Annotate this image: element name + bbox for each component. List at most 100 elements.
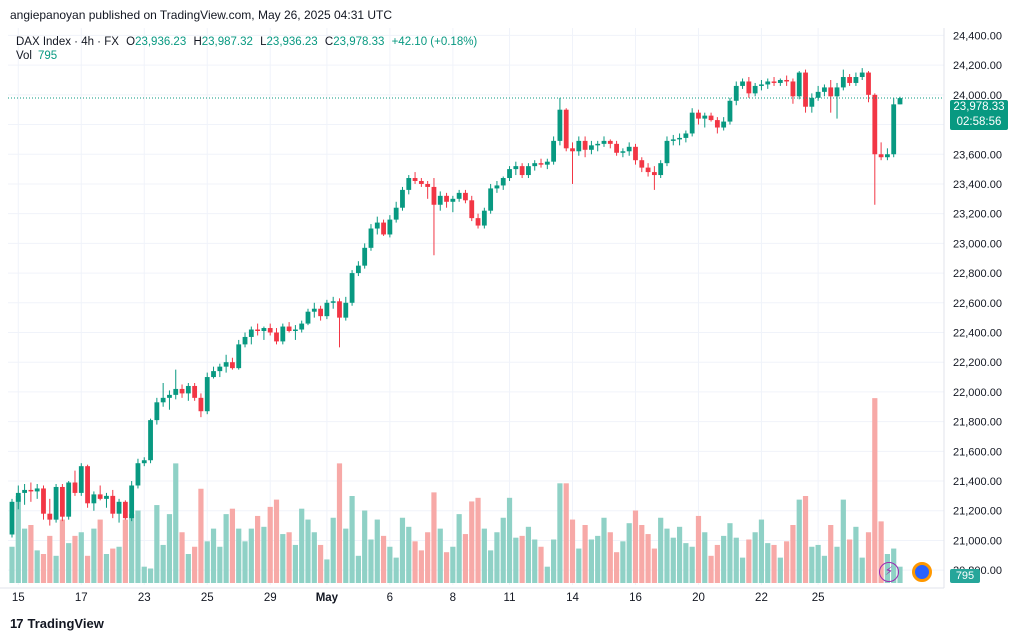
volume-bar: [588, 539, 595, 583]
x-tick-label: 6: [387, 592, 393, 604]
volume-bar: [475, 497, 481, 583]
volume-bar: [103, 554, 110, 583]
volume-bar: [576, 548, 582, 583]
candle-body: [381, 222, 386, 235]
volume-value: 795: [38, 50, 58, 62]
candle-body: [255, 329, 261, 332]
volume-bar: [695, 515, 702, 583]
volume-bar: [765, 543, 771, 583]
candle-body: [15, 492, 21, 502]
candle-body: [154, 402, 160, 421]
volume-bar: [299, 508, 305, 583]
y-tick-label: 24,200.00: [953, 60, 1002, 72]
candle-body: [658, 163, 664, 176]
candle-body: [607, 140, 613, 144]
candle-body: [702, 115, 708, 119]
volume-bar: [834, 546, 840, 583]
candle-body: [494, 185, 500, 189]
volume-bar: [727, 523, 733, 583]
volume-bar: [418, 550, 424, 583]
volume-bar: [374, 519, 380, 583]
candle-body: [696, 112, 701, 119]
x-tick-label: 25: [812, 592, 825, 604]
volume-bar: [544, 566, 550, 583]
candle-body: [645, 167, 651, 173]
volume-bar: [595, 535, 601, 583]
candle-body: [526, 166, 531, 176]
volume-bar: [872, 398, 878, 583]
legend-close-label: C: [324, 36, 334, 48]
globe-icon[interactable]: [912, 562, 932, 582]
legend-low-value: 23,936.23: [266, 36, 318, 48]
volume-bar: [305, 519, 311, 583]
lightning-icon[interactable]: ⚡: [879, 562, 899, 582]
candle-body: [22, 489, 27, 493]
candle-body: [740, 81, 745, 86]
candle-body: [784, 79, 790, 82]
candle-body: [500, 178, 506, 186]
volume-bar: [141, 566, 147, 583]
volume-bar: [223, 514, 229, 583]
volume-bar: [217, 546, 223, 583]
candle-body: [236, 344, 242, 369]
volume-bar: [821, 555, 828, 583]
legend-high-label: H: [193, 36, 202, 48]
volume-bar: [469, 501, 475, 583]
candle-body: [765, 81, 771, 85]
y-tick-label: 21,800.00: [953, 417, 1002, 429]
candle-body: [230, 362, 235, 369]
candle-body: [217, 366, 223, 372]
y-tick-label: 21,000.00: [953, 535, 1002, 547]
candle-body: [400, 189, 405, 208]
candle-body: [274, 332, 279, 342]
candle-body: [355, 265, 361, 274]
candle-body: [897, 98, 903, 105]
volume-label[interactable]: Vol: [16, 50, 32, 62]
volume-bar: [425, 532, 431, 583]
legend-low-label: L: [260, 36, 267, 48]
candle-body: [633, 146, 638, 161]
candle-body: [727, 100, 733, 122]
candle-body: [576, 140, 582, 152]
volume-bar: [47, 535, 53, 583]
candle-body: [595, 143, 601, 146]
volume-bar: [122, 519, 128, 583]
volume-bar: [343, 528, 349, 583]
candle-body: [324, 302, 330, 317]
candle-body: [746, 81, 752, 94]
volume-bar: [393, 557, 399, 583]
candle-body: [544, 161, 550, 165]
volume-bar: [292, 544, 299, 583]
volume-tag: 795: [950, 569, 980, 583]
footer-brand[interactable]: 17 TradingView: [10, 616, 104, 631]
candle-body: [59, 486, 65, 517]
volume-bar: [97, 519, 103, 583]
legend-symbol[interactable]: DAX Index · 4h · FX: [16, 36, 119, 48]
volume-bar: [336, 463, 343, 583]
volume-legend: Vol 795: [16, 50, 57, 62]
volume-bar: [721, 535, 727, 583]
volume-bar: [551, 539, 557, 583]
candle-body: [752, 85, 758, 94]
volume-bar: [40, 554, 47, 583]
candle-body: [437, 195, 443, 205]
footer-brand-name: TradingView: [27, 616, 104, 631]
candle-body: [708, 115, 714, 121]
volume-bar: [179, 532, 185, 583]
candle-body: [167, 394, 172, 398]
x-tick-label: 11: [504, 592, 516, 604]
volume-bar: [91, 528, 97, 583]
volume-bar: [809, 546, 815, 583]
candle-body: [538, 163, 544, 165]
volume-bar: [9, 546, 15, 583]
y-tick-label: 24,400.00: [953, 30, 1002, 42]
candle-body: [872, 94, 878, 155]
volume-bar: [664, 528, 670, 583]
candle-body: [204, 377, 210, 412]
candle-body: [878, 154, 884, 158]
candle-body: [891, 104, 897, 155]
volume-bar: [324, 559, 330, 583]
candle-body: [122, 501, 128, 519]
candle-body: [53, 486, 59, 520]
